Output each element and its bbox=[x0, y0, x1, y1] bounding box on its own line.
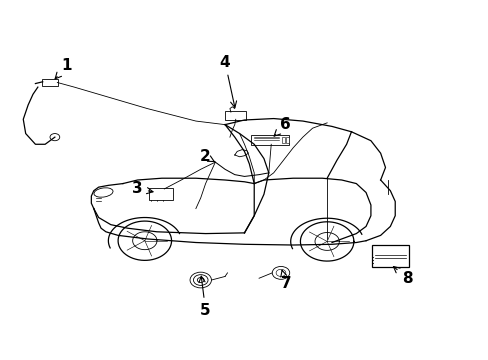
Text: 2: 2 bbox=[200, 149, 214, 164]
Circle shape bbox=[276, 269, 285, 276]
Bar bbox=[286, 137, 288, 143]
Text: 6: 6 bbox=[274, 117, 291, 136]
Circle shape bbox=[193, 275, 207, 285]
Bar bbox=[282, 137, 285, 143]
Circle shape bbox=[197, 278, 203, 283]
Text: 7: 7 bbox=[280, 270, 290, 291]
Text: 5: 5 bbox=[199, 276, 210, 318]
Circle shape bbox=[272, 266, 289, 279]
Circle shape bbox=[190, 272, 211, 288]
Text: 3: 3 bbox=[132, 181, 153, 197]
Circle shape bbox=[50, 134, 60, 141]
FancyBboxPatch shape bbox=[148, 188, 172, 201]
Text: 1: 1 bbox=[55, 58, 72, 79]
FancyBboxPatch shape bbox=[250, 135, 288, 145]
Text: 8: 8 bbox=[393, 266, 412, 286]
FancyBboxPatch shape bbox=[41, 79, 58, 86]
Text: 4: 4 bbox=[219, 55, 236, 108]
FancyBboxPatch shape bbox=[224, 111, 246, 120]
Ellipse shape bbox=[94, 188, 113, 197]
FancyBboxPatch shape bbox=[371, 245, 408, 267]
